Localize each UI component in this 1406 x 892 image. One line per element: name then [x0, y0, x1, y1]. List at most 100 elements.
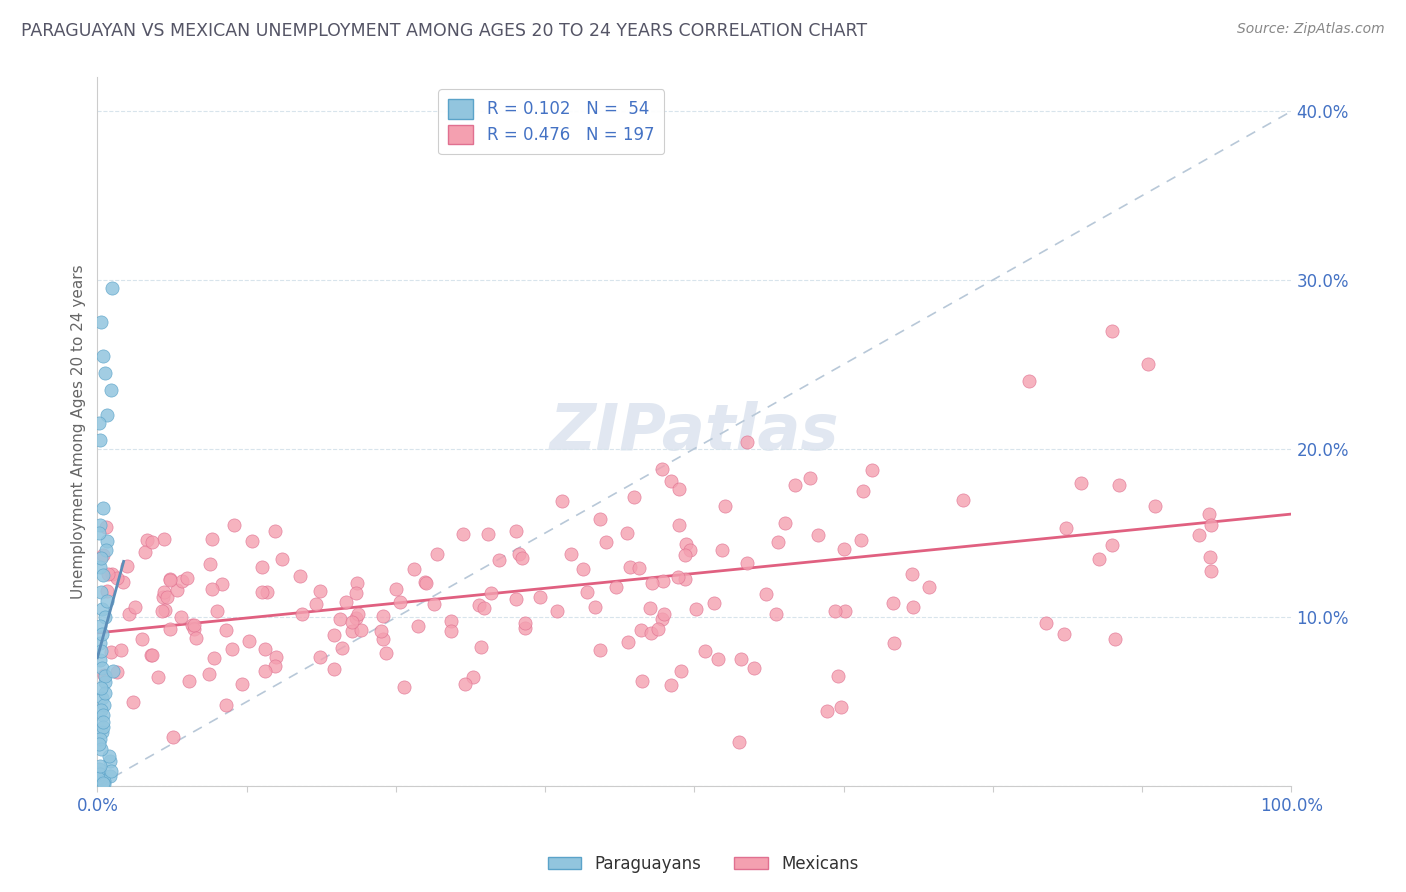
Point — [589, 643, 612, 657]
Point — [703, 596, 725, 610]
Point — [250, 560, 273, 574]
Point — [560, 547, 582, 561]
Point — [727, 735, 749, 749]
Point — [384, 582, 406, 596]
Point — [392, 680, 415, 694]
Point — [215, 623, 238, 637]
Point — [172, 574, 194, 589]
Point — [900, 566, 922, 581]
Point — [675, 537, 697, 551]
Point — [89, 652, 111, 666]
Point — [91, 714, 114, 729]
Point — [156, 590, 179, 604]
Point — [91, 568, 114, 582]
Point — [91, 691, 114, 706]
Point — [477, 527, 499, 541]
Point — [159, 573, 181, 587]
Point — [176, 571, 198, 585]
Point — [183, 622, 205, 636]
Point — [90, 315, 112, 329]
Point — [827, 669, 849, 683]
Point — [1056, 521, 1078, 535]
Point — [100, 764, 122, 778]
Point — [105, 665, 128, 680]
Point — [640, 601, 662, 615]
Point — [616, 634, 638, 648]
Point — [323, 628, 346, 642]
Point — [647, 622, 669, 636]
Point — [472, 601, 495, 615]
Point — [150, 604, 173, 618]
Point — [90, 661, 112, 675]
Point — [254, 665, 277, 679]
Point — [454, 677, 477, 691]
Point — [623, 490, 645, 504]
Point — [952, 492, 974, 507]
Point — [87, 737, 110, 751]
Point — [153, 584, 176, 599]
Point — [1018, 374, 1040, 388]
Point — [93, 698, 115, 713]
Point — [404, 562, 426, 576]
Point — [468, 598, 491, 612]
Point — [783, 478, 806, 492]
Point — [153, 603, 176, 617]
Point — [685, 602, 707, 616]
Point — [659, 475, 682, 489]
Point — [426, 547, 449, 561]
Point — [1035, 615, 1057, 630]
Point — [669, 664, 692, 678]
Point — [371, 609, 394, 624]
Point — [370, 624, 392, 639]
Point — [595, 534, 617, 549]
Point — [90, 772, 112, 787]
Point — [807, 528, 830, 542]
Point — [159, 573, 181, 587]
Point — [344, 611, 367, 625]
Point — [89, 619, 111, 633]
Point — [834, 604, 856, 618]
Point — [650, 462, 672, 476]
Point — [256, 585, 278, 599]
Point — [166, 582, 188, 597]
Point — [630, 674, 652, 689]
Point — [96, 593, 118, 607]
Point — [135, 533, 157, 547]
Point — [652, 607, 675, 621]
Point — [766, 535, 789, 549]
Point — [264, 524, 287, 538]
Point — [374, 646, 396, 660]
Point — [87, 526, 110, 541]
Point — [264, 650, 287, 665]
Point — [90, 681, 112, 696]
Point — [350, 623, 373, 637]
Point — [93, 500, 115, 515]
Point — [134, 544, 156, 558]
Point — [91, 725, 114, 739]
Point — [253, 641, 276, 656]
Text: Source: ZipAtlas.com: Source: ZipAtlas.com — [1237, 22, 1385, 37]
Point — [852, 483, 875, 498]
Point — [122, 695, 145, 709]
Point — [619, 560, 641, 574]
Point — [830, 700, 852, 714]
Point — [242, 534, 264, 549]
Point — [344, 586, 367, 600]
Point — [222, 517, 245, 532]
Point — [706, 652, 728, 666]
Point — [91, 627, 114, 641]
Point — [111, 574, 134, 589]
Point — [673, 573, 696, 587]
Point — [101, 665, 124, 679]
Point — [231, 677, 253, 691]
Point — [214, 698, 236, 712]
Point — [513, 615, 536, 630]
Point — [755, 587, 778, 601]
Point — [575, 585, 598, 599]
Point — [89, 636, 111, 650]
Point — [201, 532, 224, 546]
Point — [423, 597, 446, 611]
Point — [903, 599, 925, 614]
Point — [666, 569, 689, 583]
Point — [89, 762, 111, 776]
